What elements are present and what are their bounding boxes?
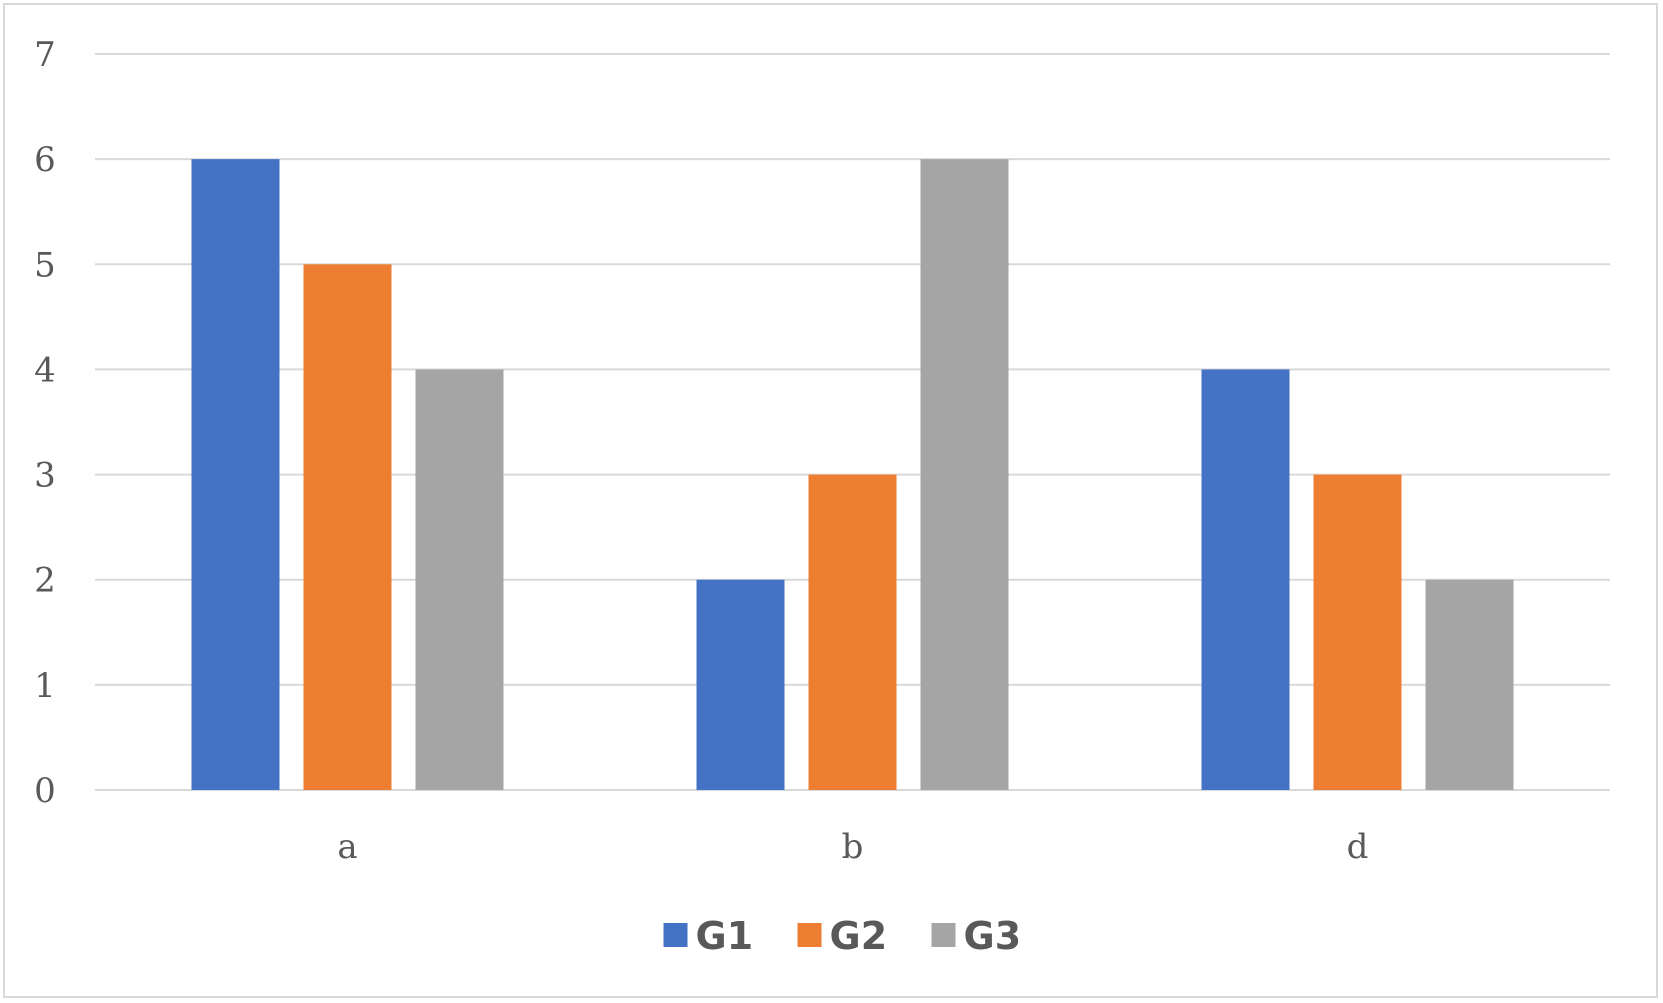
y-tick-label: 1 xyxy=(34,666,56,706)
y-tick-label: 0 xyxy=(34,771,56,811)
y-tick-label: 2 xyxy=(34,561,56,601)
x-tick-label: a xyxy=(337,827,357,867)
bar-g1-a xyxy=(191,159,280,791)
legend-label-g3: G3 xyxy=(964,914,1022,958)
x-tick-label: d xyxy=(1347,827,1369,867)
y-tick-label: 3 xyxy=(34,456,56,496)
bars xyxy=(191,159,1514,791)
legend-label-g2: G2 xyxy=(830,914,888,958)
bar-g3-d xyxy=(1425,579,1514,790)
bar-g2-a xyxy=(303,264,392,790)
y-tick-label: 5 xyxy=(34,245,56,285)
y-tick-label: 4 xyxy=(34,350,56,390)
y-tick-label: 7 xyxy=(34,35,56,75)
y-tick-label: 6 xyxy=(34,140,56,180)
legend-label-g1: G1 xyxy=(696,914,754,958)
legend-swatch-g2 xyxy=(797,923,822,947)
y-axis-tick-labels: 0 1 2 3 4 5 6 7 xyxy=(34,35,56,811)
bar-g1-d xyxy=(1201,369,1290,790)
bar-g3-a xyxy=(415,369,504,790)
bar-g2-b xyxy=(808,474,897,790)
x-tick-label: b xyxy=(842,827,864,867)
legend-swatch-g3 xyxy=(931,923,956,947)
legend: G1 G2 G3 xyxy=(663,914,1022,958)
legend-swatch-g1 xyxy=(663,923,688,947)
bar-g2-d xyxy=(1313,474,1402,790)
bar-g1-b xyxy=(696,579,785,790)
bar-g3-b xyxy=(920,159,1009,791)
